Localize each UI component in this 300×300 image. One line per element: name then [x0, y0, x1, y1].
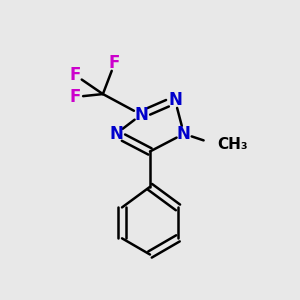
Text: N: N: [177, 125, 191, 143]
Text: F: F: [109, 54, 120, 72]
Text: F: F: [69, 88, 81, 106]
Text: F: F: [69, 66, 81, 84]
Text: CH₃: CH₃: [218, 136, 248, 152]
Text: N: N: [109, 125, 123, 143]
Text: N: N: [134, 106, 148, 124]
Text: N: N: [168, 91, 182, 109]
